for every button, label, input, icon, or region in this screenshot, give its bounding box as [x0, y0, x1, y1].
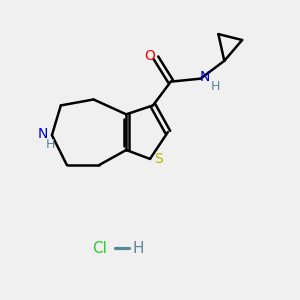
Text: O: O — [144, 50, 155, 63]
Text: N: N — [200, 70, 210, 84]
Text: H: H — [46, 138, 55, 151]
Text: N: N — [37, 127, 48, 141]
Text: H: H — [211, 80, 220, 93]
Text: H: H — [132, 241, 144, 256]
Text: Cl: Cl — [92, 241, 107, 256]
Text: S: S — [154, 152, 163, 166]
